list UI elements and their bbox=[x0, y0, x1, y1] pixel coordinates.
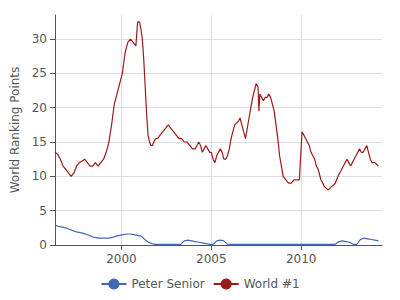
svg-text:2010: 2010 bbox=[286, 252, 317, 266]
svg-text:15: 15 bbox=[32, 135, 47, 149]
svg-text:2000: 2000 bbox=[106, 252, 137, 266]
svg-text:World Ranking Points: World Ranking Points bbox=[8, 67, 22, 194]
svg-text:5: 5 bbox=[39, 204, 47, 218]
svg-text:0: 0 bbox=[39, 238, 47, 252]
svg-text:World #1: World #1 bbox=[244, 277, 300, 291]
svg-text:2005: 2005 bbox=[196, 252, 227, 266]
svg-text:Peter Senior: Peter Senior bbox=[131, 277, 204, 291]
svg-text:30: 30 bbox=[32, 32, 47, 46]
svg-text:20: 20 bbox=[32, 101, 47, 115]
svg-text:25: 25 bbox=[32, 66, 47, 80]
svg-text:10: 10 bbox=[32, 169, 47, 183]
